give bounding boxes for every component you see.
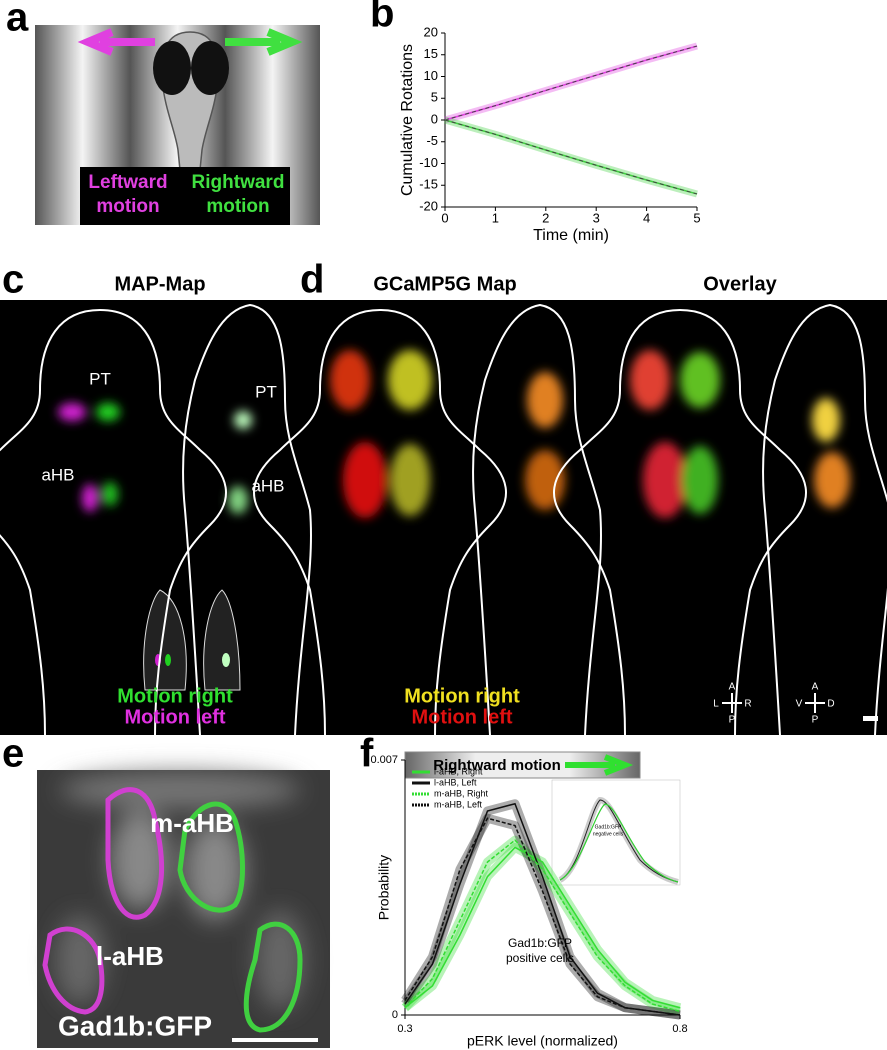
- series-line: [404, 846, 681, 1009]
- panel-title: MAP-Map: [114, 273, 205, 295]
- compass-label: A: [812, 682, 819, 693]
- compass-label: V: [796, 699, 803, 710]
- y-tick-label: 10: [424, 68, 438, 83]
- stimulus-label: Rightward: [192, 172, 285, 193]
- x-tick-label: 3: [593, 210, 600, 225]
- x-tick-label: 0.3: [397, 1023, 412, 1035]
- x-axis-label: Time (min): [533, 227, 609, 244]
- stimulus-label: Leftward: [88, 172, 167, 193]
- x-tick-label: 1: [492, 210, 499, 225]
- y-tick-label: -10: [419, 155, 438, 170]
- region-label: aHB: [41, 465, 74, 484]
- series-line: [404, 802, 681, 1016]
- region-label: l-aHB: [96, 941, 164, 971]
- brain-outline: [0, 309, 227, 736]
- panel-label: b: [370, 0, 394, 36]
- panel-label: e: [2, 732, 24, 776]
- brain-outline: [253, 309, 507, 736]
- y-tick-label: 0.007: [370, 754, 398, 766]
- legend-label: l-aHB, Right: [434, 766, 483, 776]
- compass-label: R: [744, 699, 751, 710]
- region-label: PT: [89, 369, 111, 388]
- map-legend: Motion left: [124, 706, 225, 728]
- compass-label: L: [713, 699, 719, 710]
- panel-label: d: [300, 258, 324, 302]
- series-line: [404, 817, 681, 1016]
- series-line: [444, 45, 698, 121]
- stimulus-label: motion: [96, 196, 159, 217]
- stimulus-diagram: Leftward motion Rightward motion: [35, 25, 320, 225]
- series-line: [404, 839, 681, 1013]
- y-tick-label: -5: [426, 133, 438, 148]
- legend-label: m-aHB, Right: [434, 788, 489, 798]
- region-label: m-aHB: [150, 808, 234, 838]
- series-line: [444, 119, 698, 195]
- x-tick-label: 0.8: [672, 1023, 687, 1035]
- compass: [722, 693, 825, 713]
- banner-label: Rightward motion: [433, 757, 561, 774]
- compass-label: D: [827, 699, 834, 710]
- map-background: [0, 300, 887, 735]
- inset-label: Gad1b:GFP: [595, 824, 622, 830]
- micrograph: [37, 770, 330, 1048]
- stimulus-label: motion: [206, 196, 269, 217]
- inset-label: negative cells: [593, 831, 624, 837]
- series-mean: [444, 119, 698, 195]
- region-label: PT: [255, 382, 277, 401]
- panel-label: f: [360, 732, 374, 776]
- brain-outline: [472, 303, 602, 736]
- x-axis-label: pERK level (normalized): [467, 1033, 618, 1049]
- compass-label: P: [729, 715, 736, 726]
- y-tick-label: 5: [431, 90, 438, 105]
- x-tick-label: 4: [643, 210, 650, 225]
- legend-label: l-aHB, Left: [434, 777, 477, 787]
- y-tick-label: 0: [392, 1009, 398, 1021]
- map-legend: Motion right: [117, 685, 233, 707]
- panel-label: c: [2, 258, 24, 302]
- compass-label: A: [729, 682, 736, 693]
- panel-title: GCaMP5G Map: [373, 273, 516, 295]
- x-tick-label: 0: [441, 210, 448, 225]
- brain-outline: [553, 309, 807, 736]
- brain-maps: [0, 303, 887, 736]
- annotation: positive cells: [506, 951, 574, 965]
- y-tick-label: 20: [424, 24, 438, 39]
- panel-label: a: [6, 0, 29, 40]
- y-tick-label: 0: [431, 111, 438, 126]
- x-tick-label: 2: [542, 210, 549, 225]
- arrow: [565, 754, 634, 776]
- region-label: aHB: [251, 476, 284, 495]
- series-mean: [444, 45, 698, 121]
- y-axis-label: Probability: [376, 855, 392, 920]
- scale-bar: [863, 716, 878, 721]
- panel-title: Overlay: [703, 273, 777, 295]
- marker-label: Gad1b:GFP: [58, 1010, 212, 1041]
- brain-outline: [182, 303, 312, 736]
- compass-label: P: [812, 715, 819, 726]
- inset: [551, 779, 681, 886]
- annotation: Gad1b:GFP: [508, 936, 572, 950]
- y-axis-label: Cumulative Rotations: [399, 44, 416, 196]
- y-tick-label: -15: [419, 177, 438, 192]
- map-legend: Motion left: [411, 706, 512, 728]
- map-legend: Motion right: [404, 685, 520, 707]
- x-tick-label: 5: [693, 210, 700, 225]
- legend-label: m-aHB, Left: [434, 799, 483, 809]
- brain-outline: [762, 303, 887, 736]
- y-tick-label: -20: [419, 198, 438, 213]
- y-tick-label: 15: [424, 46, 438, 61]
